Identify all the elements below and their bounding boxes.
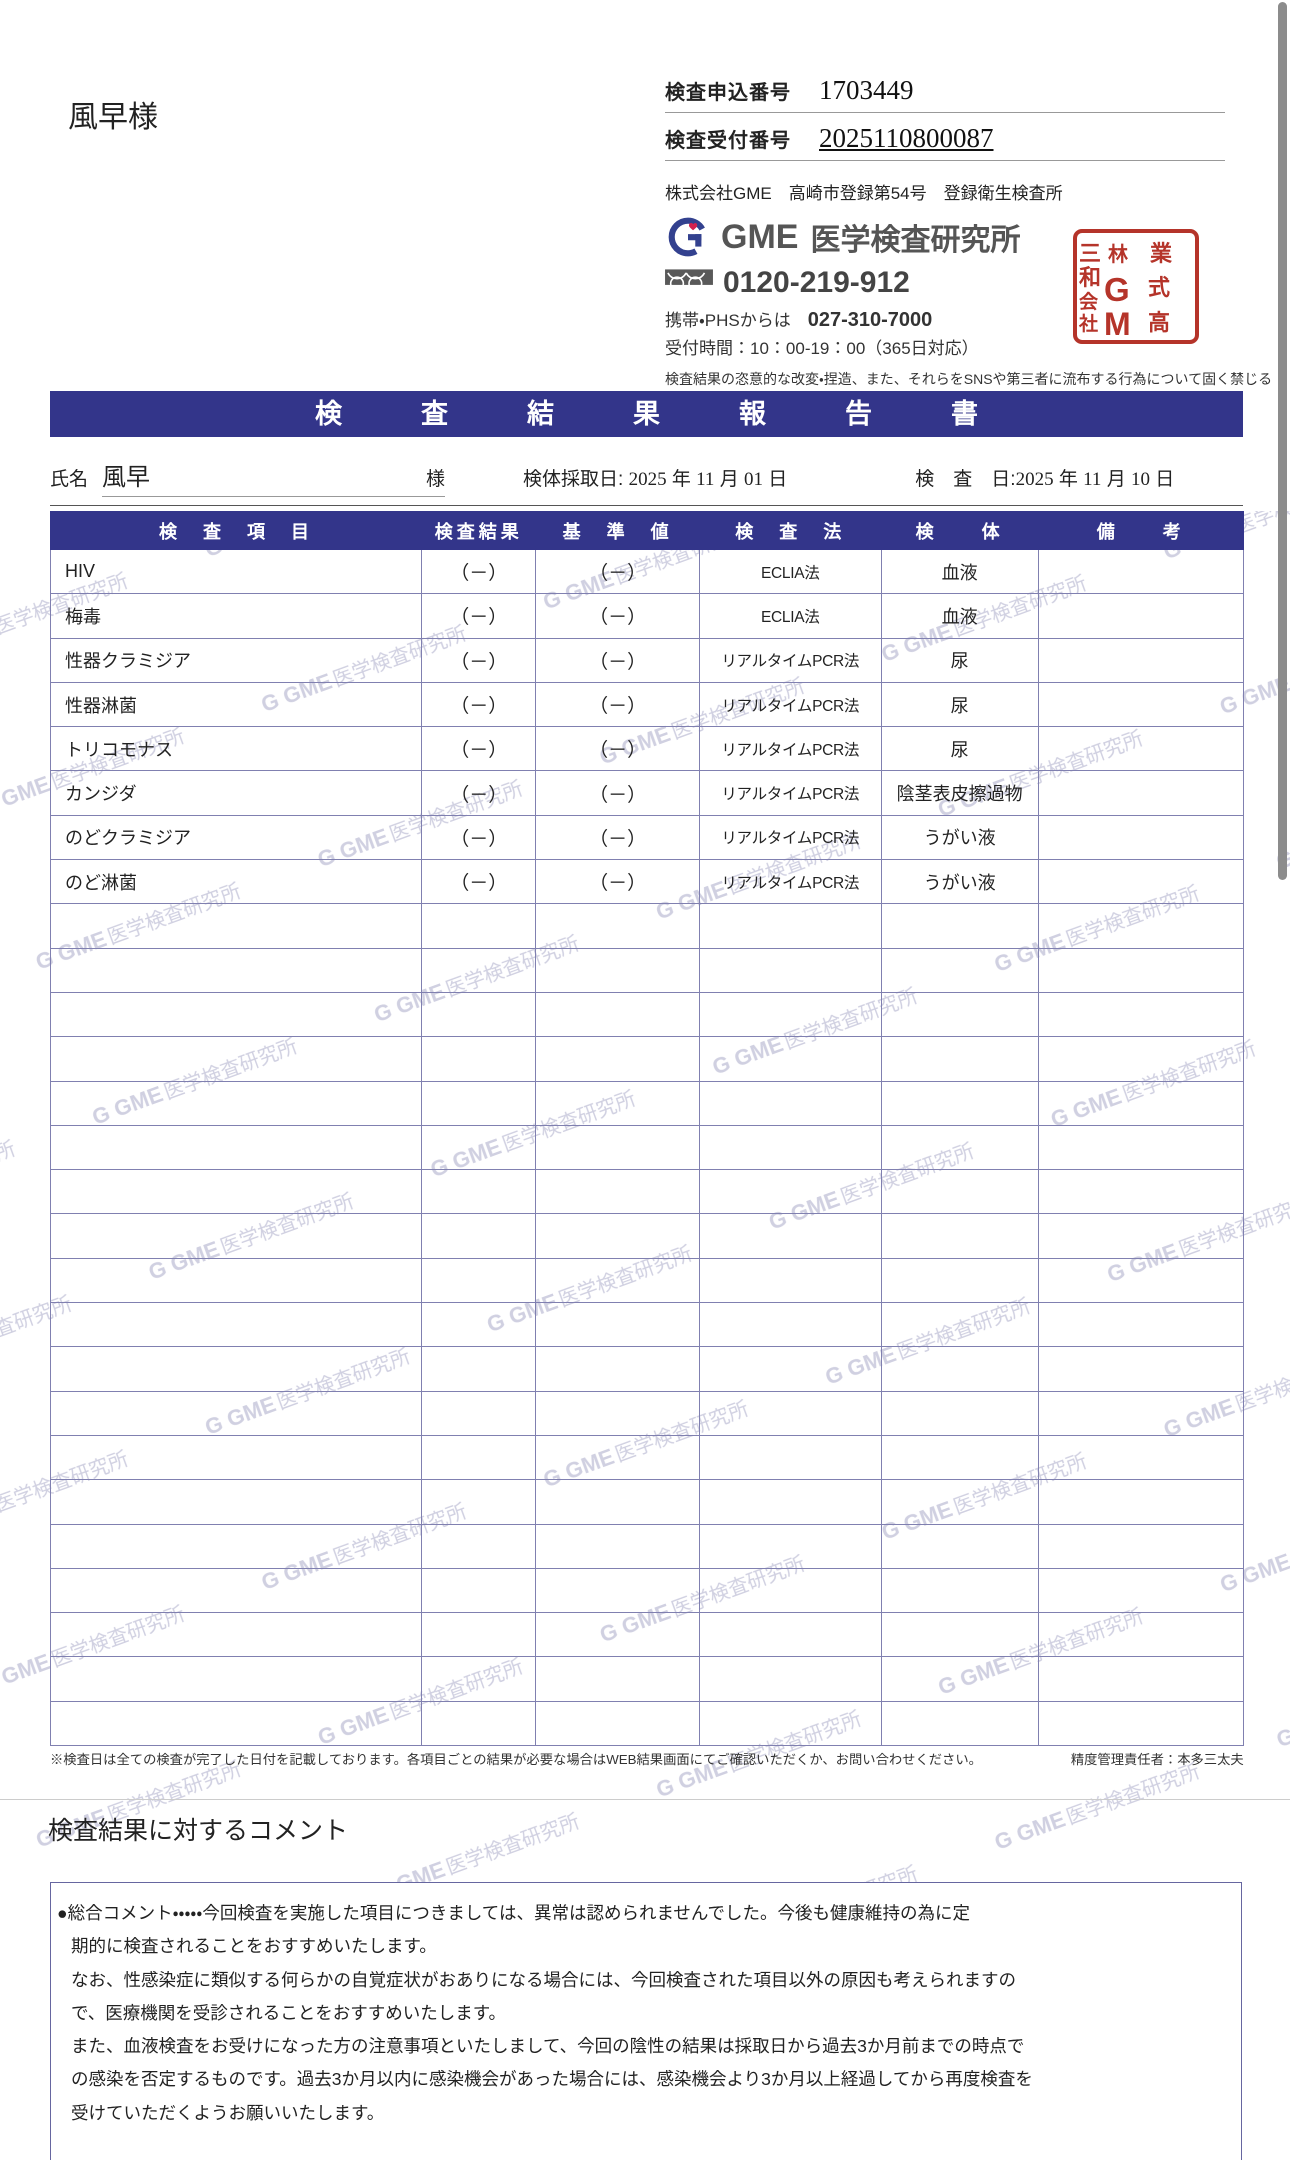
svg-text:式: 式 <box>1148 275 1170 300</box>
svg-text:M: M <box>1104 306 1131 342</box>
svg-text:G: G <box>1104 271 1130 308</box>
svg-text:高: 高 <box>1148 310 1170 335</box>
svg-text:和: 和 <box>1079 265 1101 290</box>
svg-text:会: 会 <box>1079 290 1099 313</box>
svg-text:業: 業 <box>1150 241 1173 266</box>
svg-text:三: 三 <box>1079 241 1101 266</box>
svg-text:社: 社 <box>1078 312 1098 335</box>
svg-text:林: 林 <box>1108 242 1128 266</box>
